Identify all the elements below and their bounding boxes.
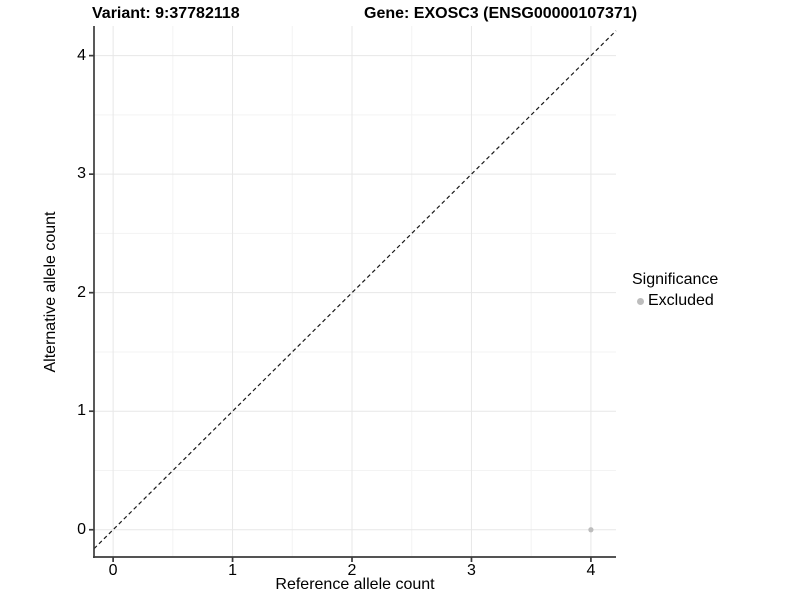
legend-items: Excluded [632, 292, 718, 310]
legend-item-label: Excluded [648, 292, 714, 309]
y-axis-title: Alternative allele count [42, 211, 59, 373]
x-tick-label: 0 [108, 562, 118, 579]
x-tick-label: 2 [347, 562, 357, 579]
legend-point-icon [637, 297, 644, 305]
identity-reference-line [93, 30, 617, 550]
x-axis-title: Reference allele count [275, 576, 435, 593]
legend-title: Significance [632, 271, 719, 288]
x-tick-label: 4 [586, 562, 596, 579]
y-tick-label: 3 [77, 165, 86, 183]
y-tick-label: 1 [77, 402, 86, 420]
x-tick-label: 3 [467, 562, 476, 579]
x-tick-label: 1 [228, 562, 238, 579]
y-tick-label: 2 [77, 283, 86, 301]
y-tick-label: 0 [77, 520, 86, 538]
variant-title: Variant: 9:37782118 [92, 5, 240, 22]
legend: Significance Excluded [632, 270, 718, 310]
legend-item: Excluded [632, 292, 718, 310]
gene-title: Gene: EXOSC3 (ENSG00000107371) [364, 5, 638, 22]
data-point [588, 527, 594, 533]
y-tick-label: 4 [77, 46, 86, 64]
